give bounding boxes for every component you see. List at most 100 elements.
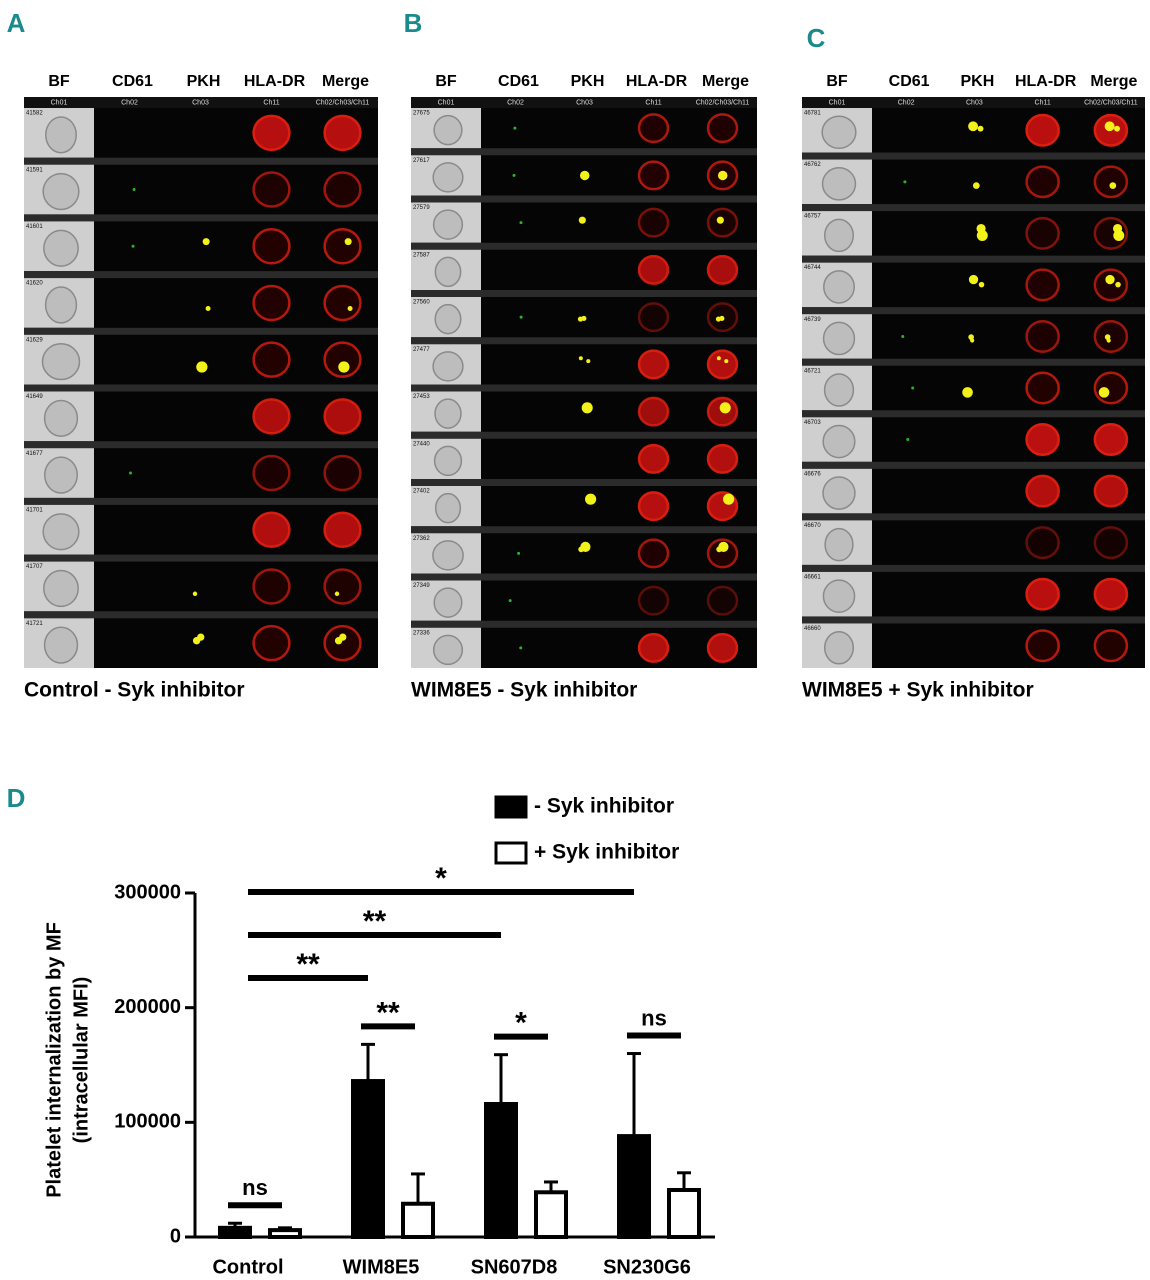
column-header: CD61 — [889, 73, 930, 90]
hla-dr-signal — [1025, 577, 1060, 611]
hla-dr-signal — [323, 398, 362, 435]
hla-dr-signal — [1093, 371, 1129, 405]
hla-dr-signal — [1025, 423, 1060, 457]
row-separator — [802, 358, 1145, 366]
hla-dr-signal — [252, 284, 291, 322]
cell-id: 46739 — [804, 317, 821, 323]
pkh-signal — [579, 170, 590, 181]
hla-dr-signal — [1093, 629, 1129, 663]
pkh-signal — [968, 334, 974, 340]
column-header: CD61 — [498, 73, 539, 90]
row-separator — [411, 148, 757, 156]
pkh-signal — [719, 315, 725, 322]
channel-strip — [24, 97, 378, 108]
hla-dr-signal — [1025, 216, 1060, 250]
cd61-signal — [129, 471, 133, 475]
hla-dr-signal — [706, 113, 739, 144]
row-separator — [802, 204, 1145, 212]
column-header: HLA-DR — [626, 73, 688, 90]
cell-id: 41649 — [26, 394, 43, 400]
hla-dr-signal — [637, 538, 670, 569]
hla-dr-signal — [1093, 319, 1129, 353]
cd61-signal — [519, 221, 523, 225]
hla-dr-signal — [1025, 268, 1060, 302]
y-tick-label: 300000 — [114, 881, 181, 903]
channel-label: Ch02/Ch03/Ch11 — [1084, 99, 1138, 106]
cell-id: 27453 — [413, 394, 430, 400]
pkh-signal — [1098, 387, 1110, 398]
row-separator — [24, 441, 378, 449]
hla-dr-signal — [1093, 423, 1129, 457]
bf-cell — [821, 167, 857, 201]
cell-id: 41677 — [26, 451, 43, 457]
pkh-signal — [976, 223, 986, 234]
hla-dr-signal — [706, 632, 739, 663]
hla-dr-signal — [637, 254, 670, 285]
x-tick-label: WIM8E5 — [343, 1256, 420, 1278]
pkh-signal — [205, 305, 211, 311]
cd61-signal — [517, 551, 521, 555]
cell-id: 41591 — [26, 167, 43, 173]
hla-dr-signal — [706, 538, 739, 569]
hla-dr-signal — [252, 568, 291, 605]
channel-label: Ch02 — [507, 99, 524, 106]
column-header: BF — [826, 73, 848, 90]
hla-dr-signal — [637, 491, 670, 522]
row-separator — [411, 195, 757, 203]
cell-id: 46676 — [804, 471, 821, 477]
bar — [218, 1225, 252, 1239]
cell-id: 46670 — [804, 523, 821, 529]
significance-label: ns — [242, 1175, 268, 1200]
bar — [617, 1134, 651, 1240]
bf-cell — [45, 116, 77, 154]
cell-id: 27440 — [413, 441, 430, 447]
bf-cell — [43, 626, 79, 664]
bf-cell — [44, 286, 78, 324]
pkh-signal — [581, 315, 587, 322]
cell-id: 46661 — [804, 574, 821, 580]
pkh-signal — [1109, 182, 1117, 189]
cell-id: 46757 — [804, 214, 821, 220]
bf-cell — [822, 476, 856, 510]
pkh-signal — [1104, 121, 1115, 132]
pkh-signal — [578, 356, 583, 361]
significance-label: ** — [363, 905, 387, 938]
cell-id: 46781 — [804, 111, 821, 117]
pkh-signal — [338, 361, 350, 373]
channel-label: Ch02 — [898, 99, 915, 106]
pkh-signal — [347, 305, 353, 311]
pkh-signal — [1113, 223, 1123, 234]
row-separator — [802, 513, 1145, 521]
bar — [268, 1228, 302, 1239]
channel-label: Ch01 — [438, 99, 455, 106]
bf-cell — [434, 256, 462, 288]
cd61-signal — [519, 315, 523, 319]
pkh-signal — [968, 274, 979, 285]
hla-dr-signal — [1093, 526, 1129, 560]
bar — [351, 1079, 385, 1240]
cell-id: 41701 — [26, 507, 43, 513]
bf-cell — [432, 540, 464, 571]
bf-cell — [823, 218, 855, 253]
pkh-signal — [192, 637, 201, 645]
cd61-signal — [519, 646, 523, 650]
pkh-signal — [196, 361, 208, 373]
bf-cell — [823, 373, 855, 407]
row-separator — [802, 461, 1145, 469]
pkh-signal — [716, 216, 724, 224]
channel-label: Ch11 — [263, 99, 279, 106]
column-header: HLA-DR — [244, 73, 306, 90]
hla-dr-signal — [252, 511, 291, 548]
cell-id: 41721 — [26, 621, 43, 627]
row-separator — [802, 564, 1145, 572]
column-header: CD61 — [112, 73, 153, 90]
pkh-signal — [580, 541, 591, 552]
cell-id: 41601 — [26, 224, 43, 230]
channel-label: Ch03 — [576, 99, 593, 106]
pkh-signal — [1104, 334, 1111, 340]
row-separator — [411, 242, 757, 250]
column-header: PKH — [187, 73, 221, 90]
cd61-signal — [131, 244, 135, 248]
cell-id: 41582 — [26, 111, 43, 117]
